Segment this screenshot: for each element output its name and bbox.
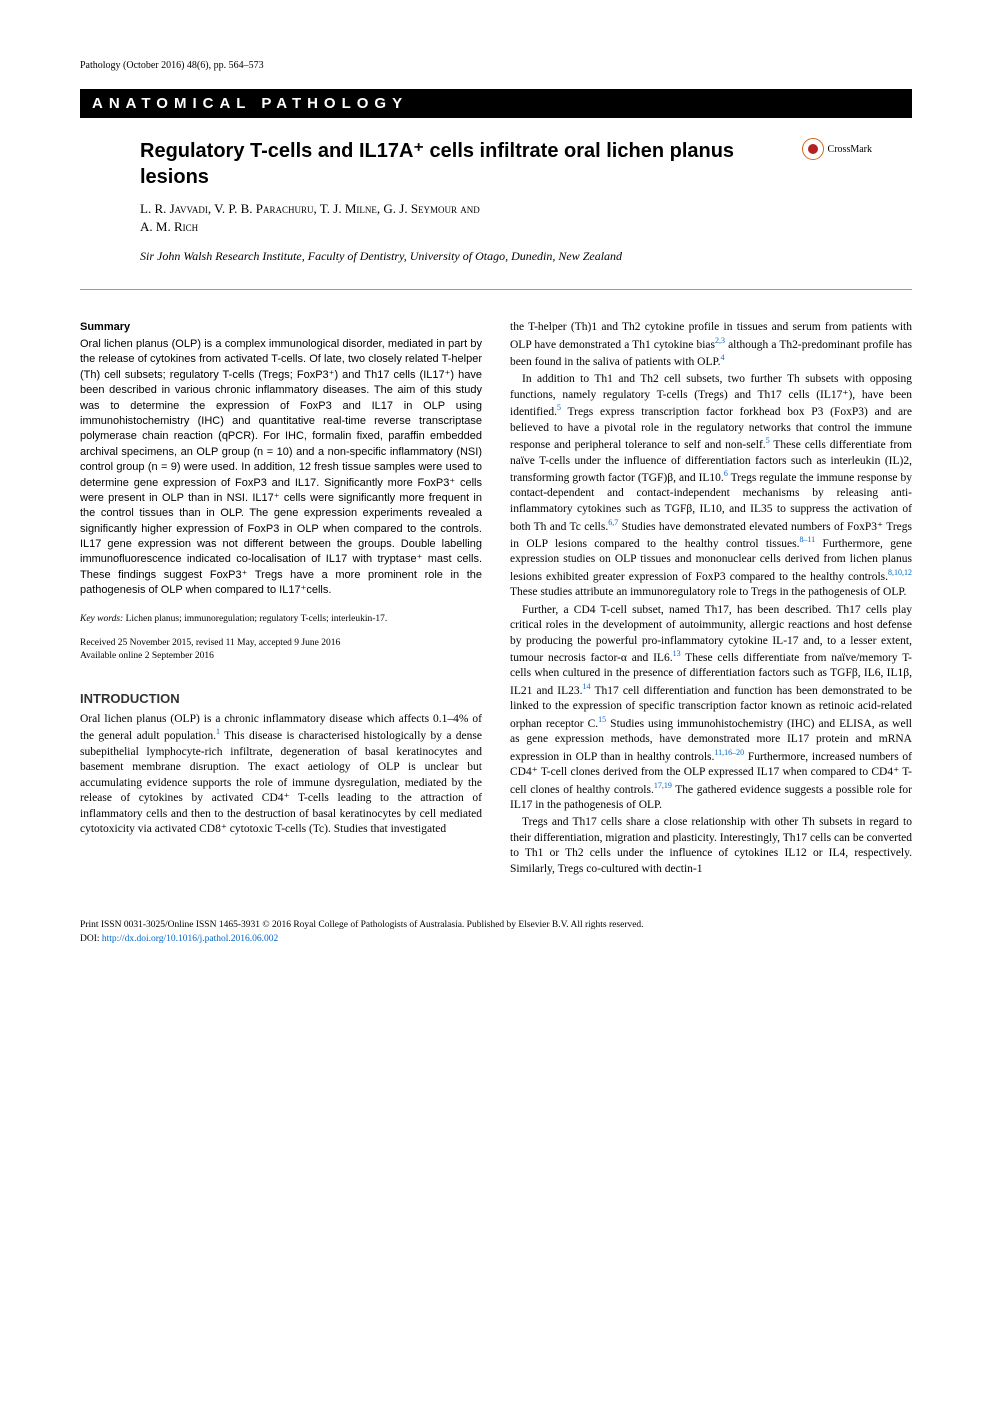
keywords: Key words: Lichen planus; immunoregulati…: [80, 613, 482, 626]
divider: [80, 289, 912, 290]
introduction-heading: INTRODUCTION: [80, 690, 482, 708]
col2-paragraph-4: Tregs and Th17 cells share a close relat…: [510, 815, 912, 877]
right-column: the T-helper (Th)1 and Th2 cytokine prof…: [510, 320, 912, 879]
article-title: Regulatory T-cells and IL17A⁺ cells infi…: [140, 138, 740, 190]
ref-14[interactable]: 14: [583, 682, 591, 691]
col2-p2-g: These studies attribute an immunoregulat…: [510, 586, 906, 598]
ref-6-7[interactable]: 6,7: [608, 518, 618, 527]
ref-4[interactable]: 4: [720, 353, 724, 362]
received-line-1: Received 25 November 2015, revised 11 Ma…: [80, 638, 340, 648]
affiliation: Sir John Walsh Research Institute, Facul…: [80, 248, 780, 265]
left-column: Summary Oral lichen planus (OLP) is a co…: [80, 320, 482, 879]
ref-11-16-20[interactable]: 11,16–20: [714, 748, 744, 757]
received-line-2: Available online 2 September 2016: [80, 651, 214, 661]
authors-line-2: A. M. Rich: [140, 219, 198, 234]
ref-13[interactable]: 13: [673, 649, 681, 658]
ref-8-11[interactable]: 8–11: [799, 535, 815, 544]
footer-issn: Print ISSN 0031-3025/Online ISSN 1465-39…: [80, 920, 644, 930]
keywords-label: Key words:: [80, 614, 123, 624]
running-head: Pathology (October 2016) 48(6), pp. 564–…: [80, 60, 912, 71]
ref-15[interactable]: 15: [598, 715, 606, 724]
title-block: Regulatory T-cells and IL17A⁺ cells infi…: [80, 138, 912, 190]
authors-line-1: L. R. Javvadi, V. P. B. Parachuru, T. J.…: [140, 201, 480, 216]
ref-8-10-12[interactable]: 8,10,12: [888, 568, 912, 577]
footer-doi-label: DOI:: [80, 934, 102, 944]
ref-17-19[interactable]: 17,19: [654, 781, 672, 790]
two-column-layout: Summary Oral lichen planus (OLP) is a co…: [80, 320, 912, 879]
keywords-text: Lichen planus; immunoregulation; regulat…: [123, 614, 387, 624]
footer-doi-link[interactable]: http://dx.doi.org/10.1016/j.pathol.2016.…: [102, 934, 278, 944]
crossmark-badge[interactable]: CrossMark: [802, 138, 872, 160]
received-dates: Received 25 November 2015, revised 11 Ma…: [80, 637, 482, 662]
authors: L. R. Javvadi, V. P. B. Parachuru, T. J.…: [80, 200, 912, 236]
section-banner: ANATOMICAL PATHOLOGY: [80, 89, 912, 118]
crossmark-icon: [802, 138, 824, 160]
intro-p1-text-b: This disease is characterised histologic…: [80, 730, 482, 835]
footer: Print ISSN 0031-3025/Online ISSN 1465-39…: [80, 919, 912, 946]
col2-paragraph-3: Further, a CD4 T-cell subset, named Th17…: [510, 603, 912, 814]
col2-paragraph-1: the T-helper (Th)1 and Th2 cytokine prof…: [510, 320, 912, 370]
summary-heading: Summary: [80, 320, 482, 335]
summary-body: Oral lichen planus (OLP) is a complex im…: [80, 337, 482, 599]
intro-paragraph-1: Oral lichen planus (OLP) is a chronic in…: [80, 712, 482, 838]
crossmark-label: CrossMark: [828, 144, 872, 155]
ref-2-3[interactable]: 2,3: [715, 336, 725, 345]
col2-paragraph-2: In addition to Th1 and Th2 cell subsets,…: [510, 372, 912, 600]
